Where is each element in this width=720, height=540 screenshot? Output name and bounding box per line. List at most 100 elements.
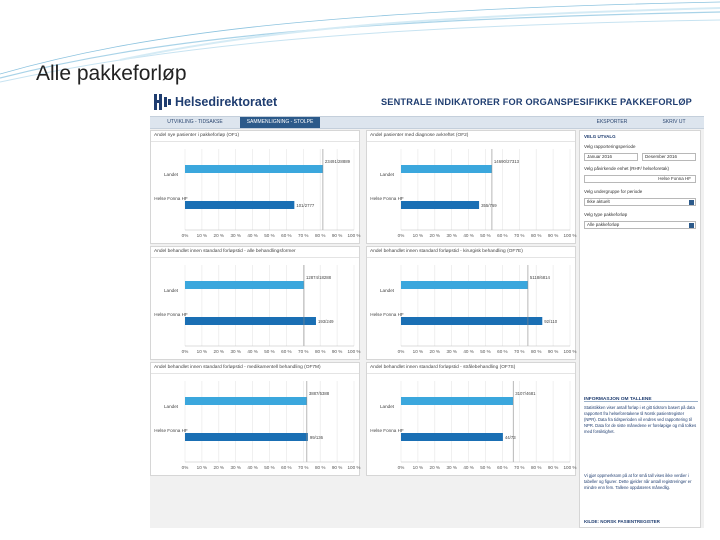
bar[interactable] <box>401 397 514 405</box>
x-tick-label: 90 % <box>548 465 558 470</box>
x-tick-label: 20 % <box>430 349 440 354</box>
chart-panel: Andel behandlet innen standard forløpsti… <box>366 362 577 476</box>
app-header: Helsedirektoratet SENTRALE INDIKATORER F… <box>150 88 704 116</box>
bar[interactable] <box>401 165 492 173</box>
bar-chart: 0% 10 % 20 % 30 % 40 % 50 % 60 % 70 % 80 % 90 % 10… <box>370 265 577 354</box>
bar[interactable] <box>185 433 308 441</box>
x-tick-label: 40 % <box>463 233 473 238</box>
period-to-value: Desember 2016 <box>645 154 678 159</box>
x-tick-label: 100 % <box>563 233 576 238</box>
data-label: 193/249 <box>318 319 334 324</box>
bar-chart: 0% 10 % 20 % 30 % 40 % 50 % 60 % 70 % 80 % 90 % 10… <box>154 265 361 354</box>
bar[interactable] <box>185 397 307 405</box>
category-label: Landet <box>380 288 395 293</box>
x-tick-label: 60 % <box>497 233 507 238</box>
x-tick-label: 70 % <box>298 465 308 470</box>
data-label: 23491/28889 <box>325 159 351 164</box>
x-tick-label: 30 % <box>446 465 456 470</box>
panel-divider <box>151 373 359 374</box>
bar[interactable] <box>401 433 503 441</box>
panel-divider <box>151 141 359 142</box>
bar[interactable] <box>401 281 528 289</box>
type-select[interactable]: Alle pakkeforløp <box>584 221 696 229</box>
header-swoosh <box>0 1 720 83</box>
bar[interactable] <box>401 201 480 209</box>
unit-select[interactable]: Helse Fonna HF <box>584 175 696 183</box>
bar[interactable] <box>401 317 543 325</box>
group-select[interactable]: Ikke aktuelt <box>584 198 696 206</box>
x-tick-label: 40 % <box>247 233 257 238</box>
bar[interactable] <box>185 201 295 209</box>
category-label: Helse Fonna HF <box>154 428 188 433</box>
category-label: Helse Fonna HF <box>154 312 188 317</box>
chart-title: Andel behandlet innen standard forløpsti… <box>154 365 321 370</box>
x-tick-label: 100 % <box>563 465 576 470</box>
tab-sammenligning[interactable]: SAMMENLIGNING - STOLPE <box>240 117 320 128</box>
x-tick-label: 90 % <box>332 349 342 354</box>
x-tick-label: 70 % <box>298 233 308 238</box>
x-tick-label: 50 % <box>480 233 490 238</box>
x-tick-label: 10 % <box>197 349 207 354</box>
tab-utvikling[interactable]: UTVIKLING - TIDSAKSE <box>167 119 223 125</box>
info-header: INFORMASJON OM TALLENE <box>584 397 652 402</box>
panel-divider <box>367 373 575 374</box>
unit-label: Velg påvirkende enhet (RHF/ helseforetak… <box>584 166 670 171</box>
category-label: Landet <box>164 288 179 293</box>
data-label: 14690/27313 <box>494 159 520 164</box>
x-tick-label: 80 % <box>315 349 325 354</box>
x-tick-label: 30 % <box>230 465 240 470</box>
category-label: Helse Fonna HF <box>370 312 404 317</box>
x-tick-label: 90 % <box>332 233 342 238</box>
x-tick-label: 10 % <box>413 349 423 354</box>
data-label: 101/2777 <box>296 203 315 208</box>
dashboard-screenshot: Helsedirektoratet SENTRALE INDIKATORER F… <box>150 88 704 528</box>
bar[interactable] <box>185 281 304 289</box>
data-label: 12874/18288 <box>306 275 332 280</box>
data-label: 99/136 <box>310 435 324 440</box>
x-tick-label: 100 % <box>347 349 360 354</box>
category-label: Landet <box>380 404 395 409</box>
x-tick-label: 60 % <box>281 233 291 238</box>
category-label: Helse Fonna HF <box>370 428 404 433</box>
x-tick-label: 30 % <box>446 349 456 354</box>
bar[interactable] <box>185 165 323 173</box>
x-tick-label: 80 % <box>315 233 325 238</box>
chevron-down-icon <box>689 200 694 205</box>
x-tick-label: 70 % <box>298 349 308 354</box>
x-tick-label: 0% <box>182 465 189 470</box>
chevron-down-icon <box>689 223 694 228</box>
x-tick-label: 100 % <box>563 349 576 354</box>
info-text-1: Statistikken viser antall forløp i et gi… <box>584 405 697 434</box>
x-tick-label: 20 % <box>214 233 224 238</box>
x-tick-label: 90 % <box>332 465 342 470</box>
sidebar-header: VELG UTVALG <box>584 134 616 139</box>
tab-eksporter[interactable]: EKSPORTER <box>596 119 628 125</box>
x-tick-label: 80 % <box>315 465 325 470</box>
x-tick-label: 40 % <box>463 349 473 354</box>
period-from-value: Januar 2016 <box>587 154 613 159</box>
helsedirektoratet-logo-icon <box>154 94 171 110</box>
source-label: KILDE: NORSK PASIENTREGISTER <box>584 519 660 524</box>
period-from-input[interactable]: Januar 2016 <box>584 153 638 161</box>
x-tick-label: 0% <box>182 233 189 238</box>
brand-name: Helsedirektoratet <box>175 95 278 109</box>
chart-panel: Andel nye pasienter i pakkeforløp (OF1) 0… <box>150 130 361 244</box>
info-divider <box>584 401 698 402</box>
bar[interactable] <box>185 317 316 325</box>
brand-logo[interactable]: Helsedirektoratet <box>154 94 277 110</box>
x-tick-label: 50 % <box>264 349 274 354</box>
x-tick-label: 100 % <box>347 465 360 470</box>
group-value: Ikke aktuelt <box>587 199 610 204</box>
slide-title: Alle pakkeforløp <box>36 62 187 85</box>
x-tick-label: 10 % <box>413 465 423 470</box>
type-value: Alle pakkeforløp <box>587 222 620 227</box>
x-tick-label: 60 % <box>281 465 291 470</box>
panel-divider <box>151 257 359 258</box>
x-tick-label: 100 % <box>347 233 360 238</box>
tab-skriv-ut[interactable]: SKRIV UT <box>662 119 686 125</box>
data-label: 44/73 <box>505 435 516 440</box>
x-tick-label: 70 % <box>514 465 524 470</box>
category-label: Landet <box>164 404 179 409</box>
type-label: Velg type pakkeforløp <box>584 212 628 217</box>
period-to-input[interactable]: Desember 2016 <box>642 153 696 161</box>
